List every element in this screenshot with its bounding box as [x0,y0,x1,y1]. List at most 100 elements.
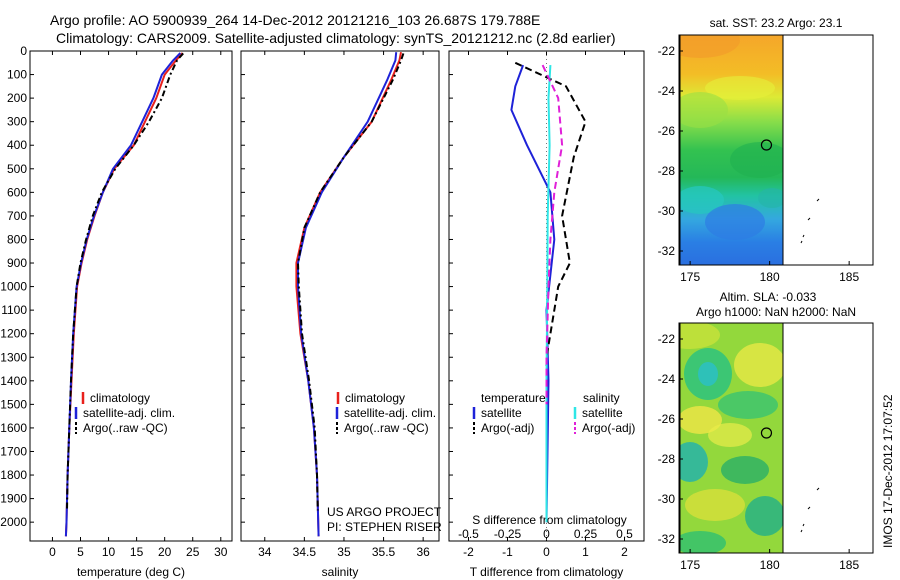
y-tick-label: 1300 [0,350,27,364]
series-line-temperature-satellite [510,64,556,523]
x-tick-label: 5 [77,545,84,559]
map-x-tick-label: 180 [760,270,780,284]
sst-map: sat. SST: 23.2 Argo: 23.1 [678,16,874,266]
x-tick-label: 36 [416,545,430,559]
map-y-tick-label: -24 [658,84,676,98]
series-line-climatology [64,52,184,537]
series-line-salinity-argo-adj- [541,64,564,405]
map-x-tick-label: 180 [760,558,780,572]
map-y-tick-label: -22 [658,44,676,58]
x-tick-label: 1 [582,545,589,559]
sla-title-1: Altim. SLA: -0.033 [720,290,817,304]
header-line-2: Climatology: CARS2009. Satellite-adjuste… [56,30,616,46]
x-axis-label: temperature (deg C) [77,565,185,579]
map-y-tick-label: -22 [658,332,676,346]
map-y-tick-label: -26 [658,124,676,138]
legend-title-temperature: temperature [481,391,546,405]
island-markers [800,198,820,533]
x2-tick-label: -0.25 [494,527,522,541]
map-y-tick-label: -30 [658,204,676,218]
sst-texture [680,35,783,240]
y-tick-label: 800 [7,232,27,246]
y-tick-label: 500 [7,162,27,176]
y-tick-label: 700 [7,209,27,223]
series-line-temperature-argo-adj- [514,61,587,405]
legend-label-s-satellite: satellite [582,406,623,420]
sla-map: Altim. SLA: -0.033 Argo h1000: NaN h2000… [678,290,874,554]
profile-location-marker [760,139,773,151]
x-tick-label: -2 [463,545,474,559]
y-tick-label: 1500 [0,397,27,411]
series-line-climatology [295,52,402,537]
salinity-panel-frame [240,50,440,542]
x2-tick-label: 0 [543,527,550,541]
header-line-1: Argo profile: AO 5900939_264 14-Dec-2012… [50,12,541,28]
legend-label-t-argo: Argo(-adj) [481,421,534,435]
x-tick-label: 20 [158,545,172,559]
sla-map-frame [678,322,874,554]
sst-title: sat. SST: 23.2 Argo: 23.1 [710,16,843,30]
legend-label-t-satellite: satellite [481,406,522,420]
legend-label-climatology: climatology [90,391,150,405]
series-line-argo-raw-qc- [297,53,405,511]
x-tick-label: -1 [502,545,513,559]
project-label: US ARGO PROJECT [327,505,442,519]
x-axis-label: salinity [322,565,359,579]
legend-label-climatology-2: climatology [345,391,405,405]
x-tick-label: 35 [337,545,351,559]
y-tick-label: 900 [7,256,27,270]
map-y-tick-label: -32 [658,532,676,546]
legend-label-argo-2: Argo(..raw -QC) [344,421,429,435]
x-tick-label: 35.5 [372,545,396,559]
series-line-argo-raw-qc- [66,52,184,511]
map-y-tick-label: -26 [658,412,676,426]
x-tick-label: 34 [258,545,272,559]
y-tick-label: 1900 [0,492,27,506]
sst-map-frame [678,34,874,266]
series-line-satellite-adj-clim- [297,52,398,537]
x-tick-label: 25 [186,545,200,559]
x2-axis-label: S difference from climatology [472,513,627,527]
x-tick-label: 0 [543,545,550,559]
x2-tick-label: 0.25 [574,527,598,541]
map-x-tick-label: 185 [839,558,859,572]
map-y-tick-label: -28 [658,452,676,466]
map-y-tick-label: -24 [658,372,676,386]
temperature-panel-frame [29,50,233,542]
y-tick-label: 1100 [1,303,27,317]
y-tick-label: 2000 [0,515,27,529]
y-tick-label: 1400 [0,374,27,388]
x-tick-label: 10 [102,545,116,559]
y-tick-label: 1800 [0,468,27,482]
imos-stamp: IMOS 17-Dec-2012 17:07:52 [881,394,895,548]
y-tick-label: 100 [7,68,27,82]
y-tick-label: 300 [7,115,27,129]
legend-label-argo: Argo(..raw -QC) [83,421,168,435]
x-tick-label: 2 [621,545,628,559]
x-tick-label: 0 [49,545,56,559]
map-y-tick-label: -28 [658,164,676,178]
x2-tick-label: -0.5 [458,527,479,541]
x2-tick-label: 0.5 [616,527,633,541]
x-tick-label: 15 [130,545,144,559]
salinity-legend: climatology satellite-adj. clim. Argo(..… [327,391,442,534]
y-tick-label: 0 [20,44,27,58]
y-tick-label: 200 [7,91,27,105]
x-tick-label: 34.5 [293,545,317,559]
y-tick-label: 1600 [0,421,27,435]
map-y-tick-label: -30 [658,492,676,506]
legend-label-satellite-2: satellite-adj. clim. [344,406,436,420]
x-axis-label: T difference from climatology [470,565,624,579]
y-tick-label: 1000 [0,280,27,294]
pi-label: PI: STEPHEN RISER [327,520,442,534]
sla-texture [680,323,783,553]
difference-legend: temperature salinity satellite Argo(-adj… [472,391,635,435]
legend-title-salinity: salinity [583,391,620,405]
series-line-satellite-adj-clim- [64,52,182,537]
map-x-tick-label: 185 [839,270,859,284]
y-tick-label: 600 [7,185,27,199]
x-tick-label: 30 [214,545,228,559]
